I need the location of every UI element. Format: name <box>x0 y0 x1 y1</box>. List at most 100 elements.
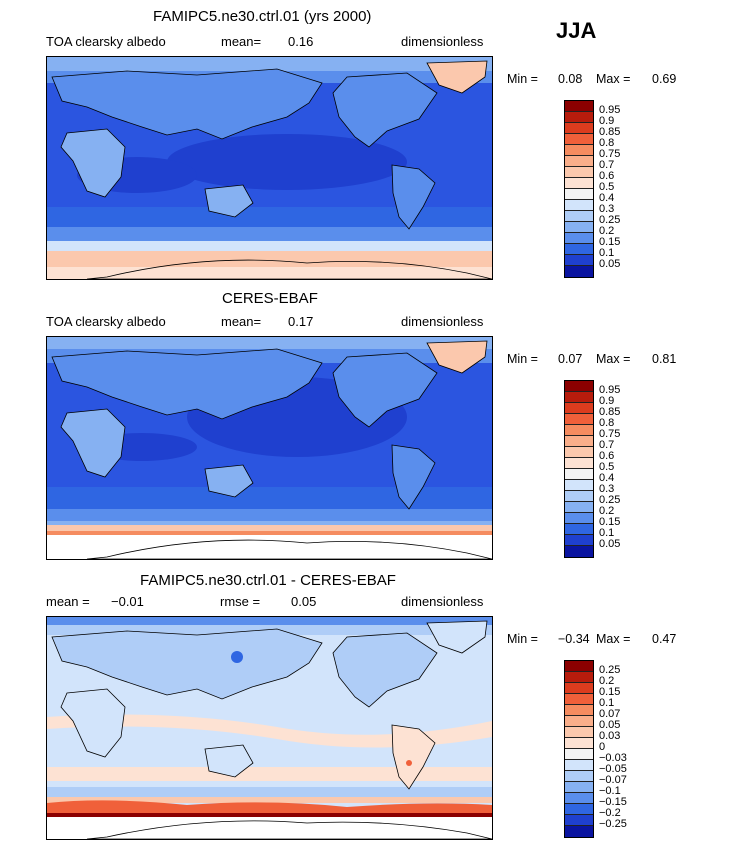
colorbar-swatch <box>565 167 593 178</box>
mean-label: mean= <box>221 34 262 49</box>
min-value: 0.08 <box>558 72 583 86</box>
min-value: −0.34 <box>558 632 590 646</box>
colorbar-swatch <box>565 458 593 469</box>
colorbar-swatch <box>565 211 593 222</box>
colorbar-swatch <box>565 392 593 403</box>
colorbar-bar <box>564 100 594 278</box>
colorbar-swatch <box>565 156 593 167</box>
colorbar-tick-label: 0.25 <box>599 214 621 226</box>
colorbar-tick-label: 0.15 <box>599 516 621 528</box>
colorbar-swatch <box>565 826 593 837</box>
colorbar-tick-label: 0.3 <box>599 203 615 215</box>
colorbar-bar <box>564 380 594 558</box>
difference-map <box>46 616 493 840</box>
colorbar-tick-label: 0.1 <box>599 247 615 259</box>
albedo-map <box>46 336 493 560</box>
colorbar-tick-label: −0.2 <box>599 807 621 819</box>
colorbar-swatch <box>565 447 593 458</box>
colorbar-swatch <box>565 222 593 233</box>
colorbar-tick-label: 0.07 <box>599 708 621 720</box>
colorbar-swatch <box>565 524 593 535</box>
colorbar-tick-label: 0.6 <box>599 450 615 462</box>
colorbar-swatch <box>565 178 593 189</box>
units-label: dimensionless <box>401 314 484 329</box>
rmse-value: 0.05 <box>291 594 317 609</box>
colorbar-tick-label: 0.15 <box>599 686 621 698</box>
colorbar-tick-label: 0.95 <box>599 104 621 116</box>
max-label: Max = <box>596 72 631 86</box>
colorbar-swatch <box>565 414 593 425</box>
colorbar-swatch <box>565 502 593 513</box>
colorbar-swatch <box>565 145 593 156</box>
colorbar-tick-label: −0.1 <box>599 785 621 797</box>
colorbar-swatch <box>565 244 593 255</box>
colorbar-swatch <box>565 815 593 826</box>
mean-value: −0.01 <box>111 594 144 609</box>
max-value: 0.69 <box>652 72 677 86</box>
colorbar-tick-label: 0.95 <box>599 384 621 396</box>
colorbar-tick-label: 0 <box>599 741 606 753</box>
colorbar-swatch <box>565 266 593 277</box>
colorbar-tick-label: −0.03 <box>599 752 627 764</box>
colorbar-swatch <box>565 425 593 436</box>
colorbar-tick-label: 0.2 <box>599 505 615 517</box>
colorbar-bar <box>564 660 594 838</box>
colorbar-tick-label: 0.1 <box>599 697 615 709</box>
season-label: JJA <box>556 18 597 43</box>
variable-label: TOA clearsky albedo <box>46 34 166 49</box>
colorbar-tick-label: 0.8 <box>599 137 615 149</box>
colorbar-tick-label: 0.85 <box>599 406 621 418</box>
colorbar-tick-label: 0.4 <box>599 472 615 484</box>
colorbar-tick-label: −0.25 <box>599 818 627 830</box>
colorbar-tick-label: 0.8 <box>599 417 615 429</box>
colorbar-tick-label: 0.2 <box>599 675 615 687</box>
rmse-label: rmse = <box>220 594 261 609</box>
mean-value: 0.16 <box>288 34 314 49</box>
colorbar-tick-label: 0.15 <box>599 236 621 248</box>
colorbar-swatch <box>565 101 593 112</box>
colorbar-swatch <box>565 233 593 244</box>
colorbar-tick-label: 0.25 <box>599 494 621 506</box>
colorbar-swatch <box>565 123 593 134</box>
colorbar-swatch <box>565 716 593 727</box>
colorbar-swatch <box>565 513 593 524</box>
colorbar-swatch <box>565 469 593 480</box>
colorbar-tick-label: 0.5 <box>599 461 615 473</box>
colorbar-tick-label: 0.2 <box>599 225 615 237</box>
panel-title: FAMIPC5.ne30.ctrl.01 - CERES-EBAF <box>140 572 396 589</box>
mean-value: 0.17 <box>288 314 314 329</box>
min-label: Min = <box>507 352 538 366</box>
min-label: Min = <box>507 72 538 86</box>
colorbar-swatch <box>565 749 593 760</box>
colorbar-swatch <box>565 535 593 546</box>
colorbar-swatch <box>565 436 593 447</box>
max-label: Max = <box>596 352 631 366</box>
max-label: Max = <box>596 632 631 646</box>
max-value: 0.47 <box>652 632 677 646</box>
colorbar-tick-label: −0.07 <box>599 774 627 786</box>
colorbar-tick-label: 0.1 <box>599 527 615 539</box>
variable-label: TOA clearsky albedo <box>46 314 166 329</box>
colorbar-swatch <box>565 255 593 266</box>
colorbar-swatch <box>565 403 593 414</box>
colorbar-swatch <box>565 771 593 782</box>
colorbar-tick-label: 0.25 <box>599 664 621 676</box>
colorbar-tick-label: 0.4 <box>599 192 615 204</box>
colorbar-tick-label: 0.05 <box>599 258 621 270</box>
max-value: 0.81 <box>652 352 677 366</box>
colorbar-tick-label: −0.15 <box>599 796 627 808</box>
map-graphic <box>47 617 492 839</box>
colorbar-swatch <box>565 727 593 738</box>
units-label: dimensionless <box>401 594 484 609</box>
colorbar-tick-label: 0.6 <box>599 170 615 182</box>
colorbar-swatch <box>565 661 593 672</box>
colorbar-swatch <box>565 112 593 123</box>
colorbar-swatch <box>565 480 593 491</box>
colorbar-swatch <box>565 760 593 771</box>
map-graphic <box>47 337 492 559</box>
colorbar-tick-label: 0.05 <box>599 719 621 731</box>
colorbar-swatch <box>565 200 593 211</box>
colorbar-tick-label: 0.9 <box>599 115 615 127</box>
colorbar-tick-label: 0.75 <box>599 428 621 440</box>
colorbar-tick-label: 0.85 <box>599 126 621 138</box>
